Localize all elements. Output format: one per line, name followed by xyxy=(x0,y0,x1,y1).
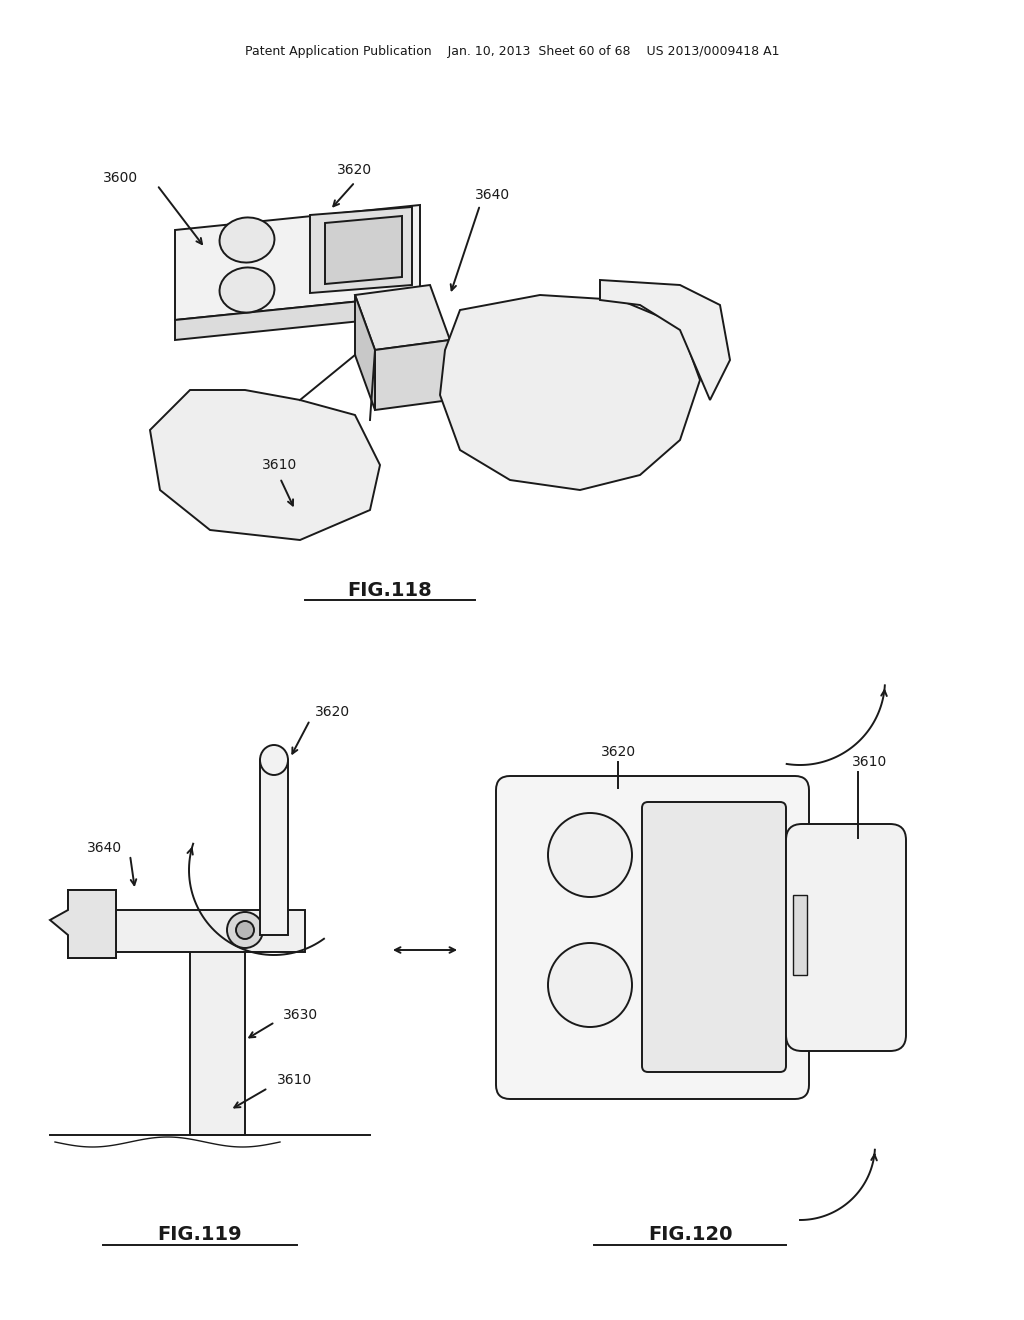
Text: 3610: 3610 xyxy=(262,458,298,473)
Bar xyxy=(68,890,116,958)
Text: 3640: 3640 xyxy=(87,841,123,855)
Ellipse shape xyxy=(219,268,274,313)
Text: 3630: 3630 xyxy=(283,1008,317,1022)
Polygon shape xyxy=(375,341,450,411)
FancyBboxPatch shape xyxy=(642,803,786,1072)
Text: 3610: 3610 xyxy=(278,1073,312,1086)
Ellipse shape xyxy=(219,218,274,263)
Polygon shape xyxy=(310,207,412,293)
Bar xyxy=(260,760,288,935)
Text: 3610: 3610 xyxy=(852,755,888,770)
Circle shape xyxy=(548,942,632,1027)
Ellipse shape xyxy=(260,744,288,775)
Polygon shape xyxy=(175,294,420,341)
Polygon shape xyxy=(150,389,380,540)
Bar xyxy=(110,909,305,952)
Text: 3600: 3600 xyxy=(102,172,137,185)
Polygon shape xyxy=(325,216,402,284)
Text: 3640: 3640 xyxy=(474,187,510,202)
Circle shape xyxy=(548,813,632,898)
Text: FIG.120: FIG.120 xyxy=(648,1225,732,1245)
Text: FIG.119: FIG.119 xyxy=(158,1225,243,1245)
Text: 3620: 3620 xyxy=(338,162,373,177)
FancyBboxPatch shape xyxy=(496,776,809,1100)
Polygon shape xyxy=(175,205,420,319)
Text: 3620: 3620 xyxy=(315,705,350,719)
Circle shape xyxy=(236,921,254,939)
Text: FIG.118: FIG.118 xyxy=(347,581,432,599)
Polygon shape xyxy=(355,285,450,350)
Text: Patent Application Publication    Jan. 10, 2013  Sheet 60 of 68    US 2013/00094: Patent Application Publication Jan. 10, … xyxy=(245,45,779,58)
Text: 3620: 3620 xyxy=(600,744,636,759)
FancyBboxPatch shape xyxy=(786,824,906,1051)
Polygon shape xyxy=(600,280,730,400)
Polygon shape xyxy=(440,294,700,490)
Bar xyxy=(793,895,807,975)
Polygon shape xyxy=(355,294,375,411)
Polygon shape xyxy=(50,890,116,958)
Bar xyxy=(190,950,245,1135)
Circle shape xyxy=(227,912,263,948)
